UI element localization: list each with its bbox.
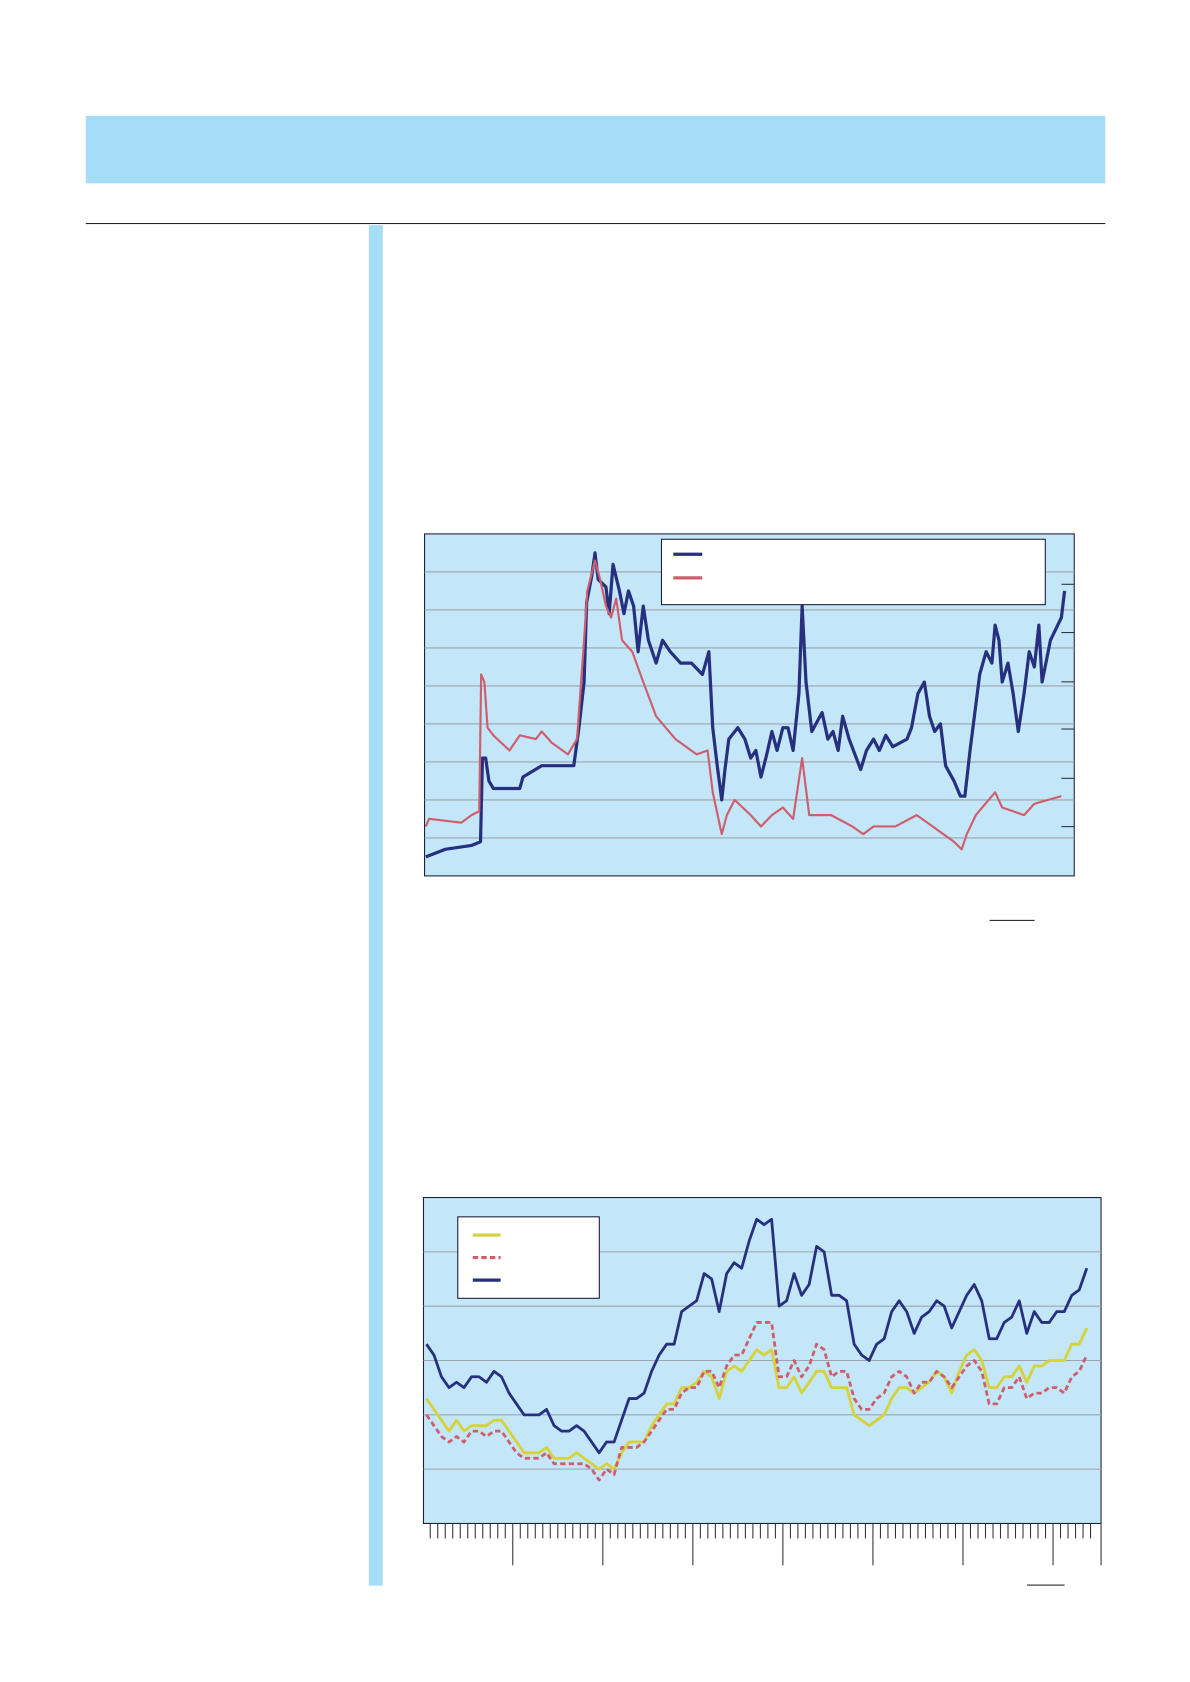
- sidebar-accent-bar: [368, 225, 383, 1586]
- series-line-red: [424, 559, 1062, 851]
- legend-box: [660, 538, 1046, 606]
- chart-1-source-underline: [989, 919, 1035, 921]
- legend-box: [457, 1216, 600, 1299]
- series-line-yellow: [425, 1327, 1089, 1471]
- header-divider: [85, 222, 1106, 225]
- header-band: [85, 115, 1106, 184]
- series-line-navy: [425, 551, 1067, 859]
- series-line-red-dashed: [425, 1321, 1089, 1482]
- series-line-navy: [425, 1217, 1089, 1455]
- chart-2-source-underline: [1027, 1584, 1065, 1586]
